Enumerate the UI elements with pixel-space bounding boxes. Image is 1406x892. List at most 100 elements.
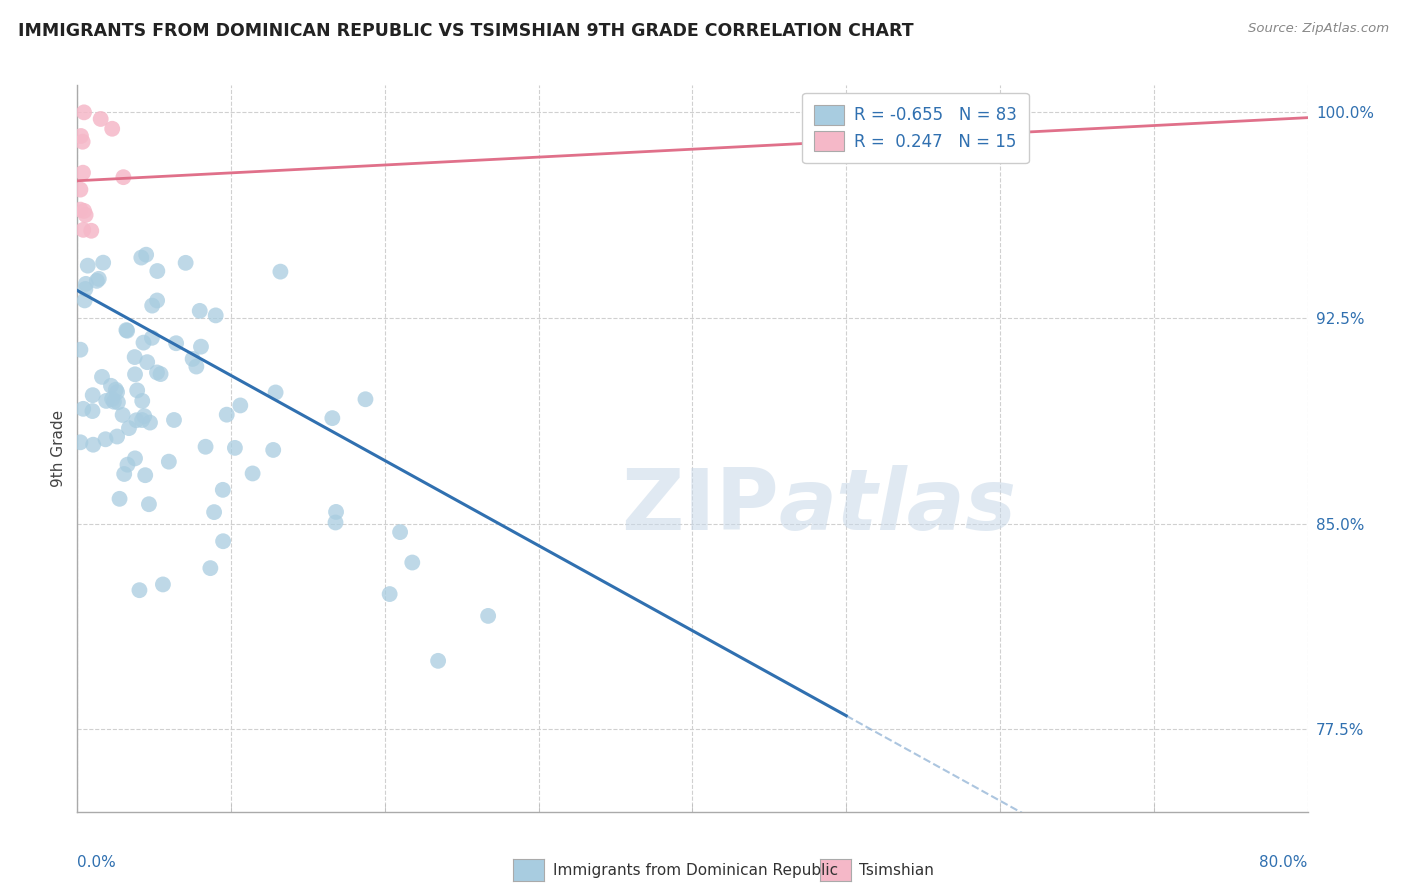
Point — [188, 304, 211, 318]
Point — [135, 248, 157, 262]
Text: ZIP: ZIP — [621, 465, 779, 548]
Point — [134, 468, 156, 483]
Point — [112, 170, 135, 185]
Point — [146, 293, 169, 308]
Text: IMMIGRANTS FROM DOMINICAN REPUBLIC VS TSIMSHIAN 9TH GRADE CORRELATION CHART: IMMIGRANTS FROM DOMINICAN REPUBLIC VS TS… — [18, 22, 914, 40]
Point — [103, 394, 125, 409]
Point — [224, 441, 246, 455]
Point — [215, 408, 238, 422]
Text: 80.0%: 80.0% — [1260, 855, 1308, 871]
Point — [128, 583, 150, 598]
Point — [91, 370, 114, 384]
Point — [181, 351, 204, 366]
Text: atlas: atlas — [779, 465, 1017, 548]
Point — [105, 385, 128, 400]
Point — [101, 392, 124, 406]
Point — [112, 467, 135, 481]
Point — [86, 274, 108, 288]
Point — [174, 256, 197, 270]
Point — [69, 343, 91, 357]
Point — [82, 438, 104, 452]
Point — [107, 395, 129, 409]
Point — [139, 416, 162, 430]
Point — [131, 251, 153, 265]
Point — [186, 359, 208, 374]
Point — [124, 368, 146, 382]
Point — [82, 388, 104, 402]
Text: 0.0%: 0.0% — [77, 855, 117, 871]
Point — [80, 224, 103, 238]
Point — [125, 413, 148, 427]
Point — [134, 409, 156, 424]
Point — [69, 202, 91, 217]
Point — [72, 135, 94, 149]
Point — [202, 505, 225, 519]
Point — [96, 393, 118, 408]
Point — [378, 587, 401, 601]
Point — [149, 367, 172, 381]
Point — [152, 577, 174, 591]
Point — [76, 259, 98, 273]
Point — [115, 323, 138, 337]
Point — [69, 435, 91, 450]
Point — [75, 277, 97, 291]
Point — [401, 556, 423, 570]
Point — [212, 534, 235, 549]
Point — [242, 467, 264, 481]
Point — [87, 272, 110, 286]
Point — [73, 203, 96, 218]
Point — [105, 429, 128, 443]
Point — [141, 331, 163, 345]
Point — [101, 121, 124, 136]
Point — [138, 497, 160, 511]
Point — [229, 399, 252, 413]
Point — [72, 401, 94, 416]
Point — [354, 392, 377, 407]
Point — [82, 404, 104, 418]
Point — [69, 183, 91, 197]
Point — [124, 350, 146, 364]
Point — [100, 379, 122, 393]
Point — [204, 309, 226, 323]
Point — [427, 654, 450, 668]
Point — [132, 335, 155, 350]
Point — [94, 432, 117, 446]
Point — [389, 525, 412, 540]
Point — [90, 112, 112, 126]
Point — [131, 413, 153, 427]
Point — [163, 413, 186, 427]
Point — [157, 455, 180, 469]
Point — [104, 383, 127, 397]
Point — [321, 411, 343, 425]
Point — [146, 366, 169, 380]
Point — [117, 458, 139, 472]
Point — [108, 491, 131, 506]
Point — [477, 608, 499, 623]
Point — [131, 393, 153, 408]
Point — [146, 264, 169, 278]
Point — [190, 340, 212, 354]
Point — [115, 324, 138, 338]
Point — [72, 223, 94, 237]
Y-axis label: 9th Grade: 9th Grade — [51, 409, 66, 487]
Point — [70, 128, 93, 143]
Point — [73, 293, 96, 308]
Point — [269, 265, 291, 279]
Legend: R = -0.655   N = 83, R =  0.247   N = 15: R = -0.655 N = 83, R = 0.247 N = 15 — [803, 93, 1029, 163]
Point — [211, 483, 233, 497]
Point — [325, 516, 347, 530]
Point — [75, 282, 97, 296]
Point — [72, 166, 94, 180]
Text: Tsimshian: Tsimshian — [859, 863, 934, 878]
Point — [165, 336, 187, 351]
Point — [194, 440, 217, 454]
Text: Source: ZipAtlas.com: Source: ZipAtlas.com — [1249, 22, 1389, 36]
Point — [127, 384, 149, 398]
Point — [91, 255, 114, 269]
Point — [262, 442, 284, 457]
Point — [264, 385, 287, 400]
Point — [325, 505, 347, 519]
Point — [111, 408, 134, 422]
Text: Immigrants from Dominican Republic: Immigrants from Dominican Republic — [553, 863, 838, 878]
Point — [200, 561, 222, 575]
